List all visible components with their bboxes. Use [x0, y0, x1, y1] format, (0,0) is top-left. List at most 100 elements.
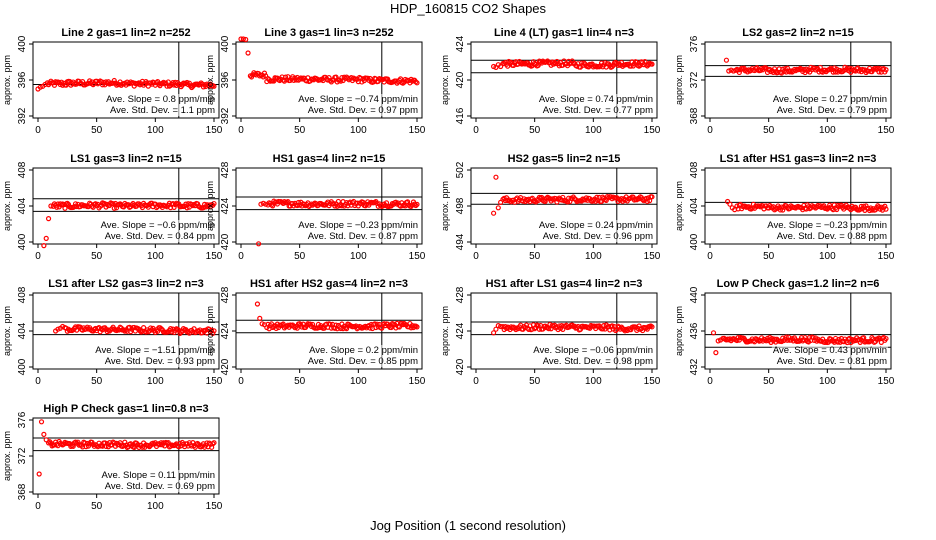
stat-label-bg — [103, 356, 217, 367]
data-point — [610, 62, 616, 69]
data-point — [72, 439, 79, 445]
data-point — [282, 74, 289, 80]
slope-label: Ave. Slope = 0.43 ppm/min — [773, 345, 887, 356]
x-tick-label: 0 — [473, 125, 479, 136]
data-point — [36, 471, 42, 477]
x-tick-label: 100 — [350, 125, 367, 136]
data-point — [616, 196, 622, 202]
stat-label-bg — [306, 356, 420, 367]
y-axis-label: approx. ppm — [440, 181, 450, 231]
data-point — [131, 444, 137, 451]
slope-label: Ave. Slope = 0.24 ppm/min — [539, 220, 653, 231]
stat-label-bg — [775, 105, 889, 116]
x-tick-label: 150 — [206, 376, 223, 387]
data-point — [171, 82, 177, 88]
panel-10: HS1 after HS2 gas=4 lin=2 n=3 approx. ppm… — [205, 278, 426, 387]
slope-label: Ave. Slope = −0.23 ppm/min — [767, 220, 887, 231]
panel-title: LS1 after LS2 gas=3 lin=2 n=3 — [48, 278, 204, 290]
data-point — [295, 199, 302, 206]
stat-label-bg — [541, 231, 655, 242]
data-point — [171, 204, 177, 210]
data-point — [883, 206, 889, 212]
data-point — [114, 205, 120, 211]
std-dev-label: Ave. Std. Dev. = 0.93 ppm — [105, 356, 215, 367]
y-tick-label: 404 — [689, 197, 700, 214]
x-tick-label: 50 — [91, 125, 103, 136]
panel-title: High P Check gas=1 lin=0.8 n=3 — [43, 403, 208, 415]
stat-label-bg — [766, 220, 888, 231]
data-point — [238, 36, 244, 42]
data-point — [261, 70, 268, 76]
data-point — [41, 431, 47, 437]
stat-label-bg — [771, 345, 888, 356]
data-point — [257, 315, 263, 321]
data-point — [414, 80, 420, 86]
x-tick-label: 100 — [147, 501, 164, 512]
x-tick-label: 150 — [206, 125, 223, 136]
data-point — [194, 440, 201, 447]
x-tick-label: 50 — [763, 251, 775, 262]
panel-title: HS1 after LS1 gas=4 lin=2 n=3 — [486, 278, 643, 290]
x-tick-label: 150 — [878, 125, 895, 136]
data-point — [202, 201, 208, 207]
data-point — [199, 81, 205, 87]
data-point — [240, 36, 246, 42]
y-tick-label: 424 — [455, 35, 466, 52]
data-point — [292, 325, 298, 331]
data-point — [882, 203, 888, 209]
slope-label: Ave. Slope = 0.8 ppm/min — [106, 94, 215, 105]
std-dev-label: Ave. Std. Dev. = 0.69 ppm — [105, 481, 215, 492]
stat-label-bg — [105, 94, 216, 105]
x-tick-label: 50 — [529, 251, 541, 262]
panel-9: LS1 after LS2 gas=3 lin=2 n=3 approx. ppm… — [2, 278, 223, 387]
slope-label: Ave. Slope = 0.74 ppm/min — [539, 94, 653, 105]
panel-title: Line 3 gas=1 lin=3 n=252 — [264, 27, 393, 39]
y-tick-label: 408 — [689, 161, 700, 178]
x-tick-label: 50 — [763, 125, 775, 136]
slope-label: Ave. Slope = −0.23 ppm/min — [298, 220, 418, 231]
data-point — [491, 210, 497, 216]
data-point — [374, 321, 380, 327]
y-axis-label: approx. ppm — [205, 55, 215, 105]
y-tick-label: 400 — [220, 35, 231, 52]
y-tick-label: 372 — [17, 447, 28, 464]
panel-title: LS1 after HS1 gas=3 lin=2 n=3 — [720, 153, 877, 165]
x-tick-label: 100 — [585, 251, 602, 262]
data-point — [554, 199, 560, 205]
y-tick-label: 368 — [17, 483, 28, 500]
x-tick-label: 150 — [644, 125, 661, 136]
std-dev-label: Ave. Std. Dev. = 0.84 ppm — [105, 231, 215, 242]
y-tick-label: 400 — [17, 233, 28, 250]
data-point — [190, 202, 196, 209]
data-point — [649, 61, 655, 67]
data-point — [45, 440, 52, 446]
y-axis-label: approx. ppm — [674, 306, 684, 356]
stat-label-bg — [775, 356, 889, 367]
stat-label-bg — [297, 94, 419, 105]
panel-3: Line 4 (LT) gas=1 lin=4 n=3 approx. ppm 0 5… — [440, 27, 661, 136]
data-point — [713, 350, 719, 356]
data-point — [45, 216, 52, 222]
x-tick-label: 150 — [409, 376, 426, 387]
y-axis-label: approx. ppm — [2, 181, 12, 231]
data-point — [780, 207, 786, 213]
x-tick-label: 100 — [147, 125, 164, 136]
x-tick-label: 50 — [294, 251, 306, 262]
data-point — [883, 335, 889, 342]
data-point — [532, 326, 538, 332]
panel-title: Low P Check gas=1.2 lin=2 n=6 — [717, 278, 880, 290]
data-point — [194, 201, 201, 207]
panel-title: LS1 gas=3 lin=2 n=15 — [70, 153, 182, 165]
data-point — [771, 66, 778, 72]
stat-label-bg — [541, 105, 655, 116]
data-point — [493, 326, 499, 332]
y-tick-label: 400 — [17, 358, 28, 375]
data-point — [413, 202, 419, 209]
y-axis-label: approx. ppm — [674, 181, 684, 231]
y-tick-label: 416 — [455, 107, 466, 124]
data-point — [103, 443, 109, 449]
chart-main-title: HDP_160815 CO2 Shapes — [389, 1, 547, 16]
y-tick-label: 372 — [689, 71, 700, 88]
x-tick-label: 50 — [529, 125, 541, 136]
